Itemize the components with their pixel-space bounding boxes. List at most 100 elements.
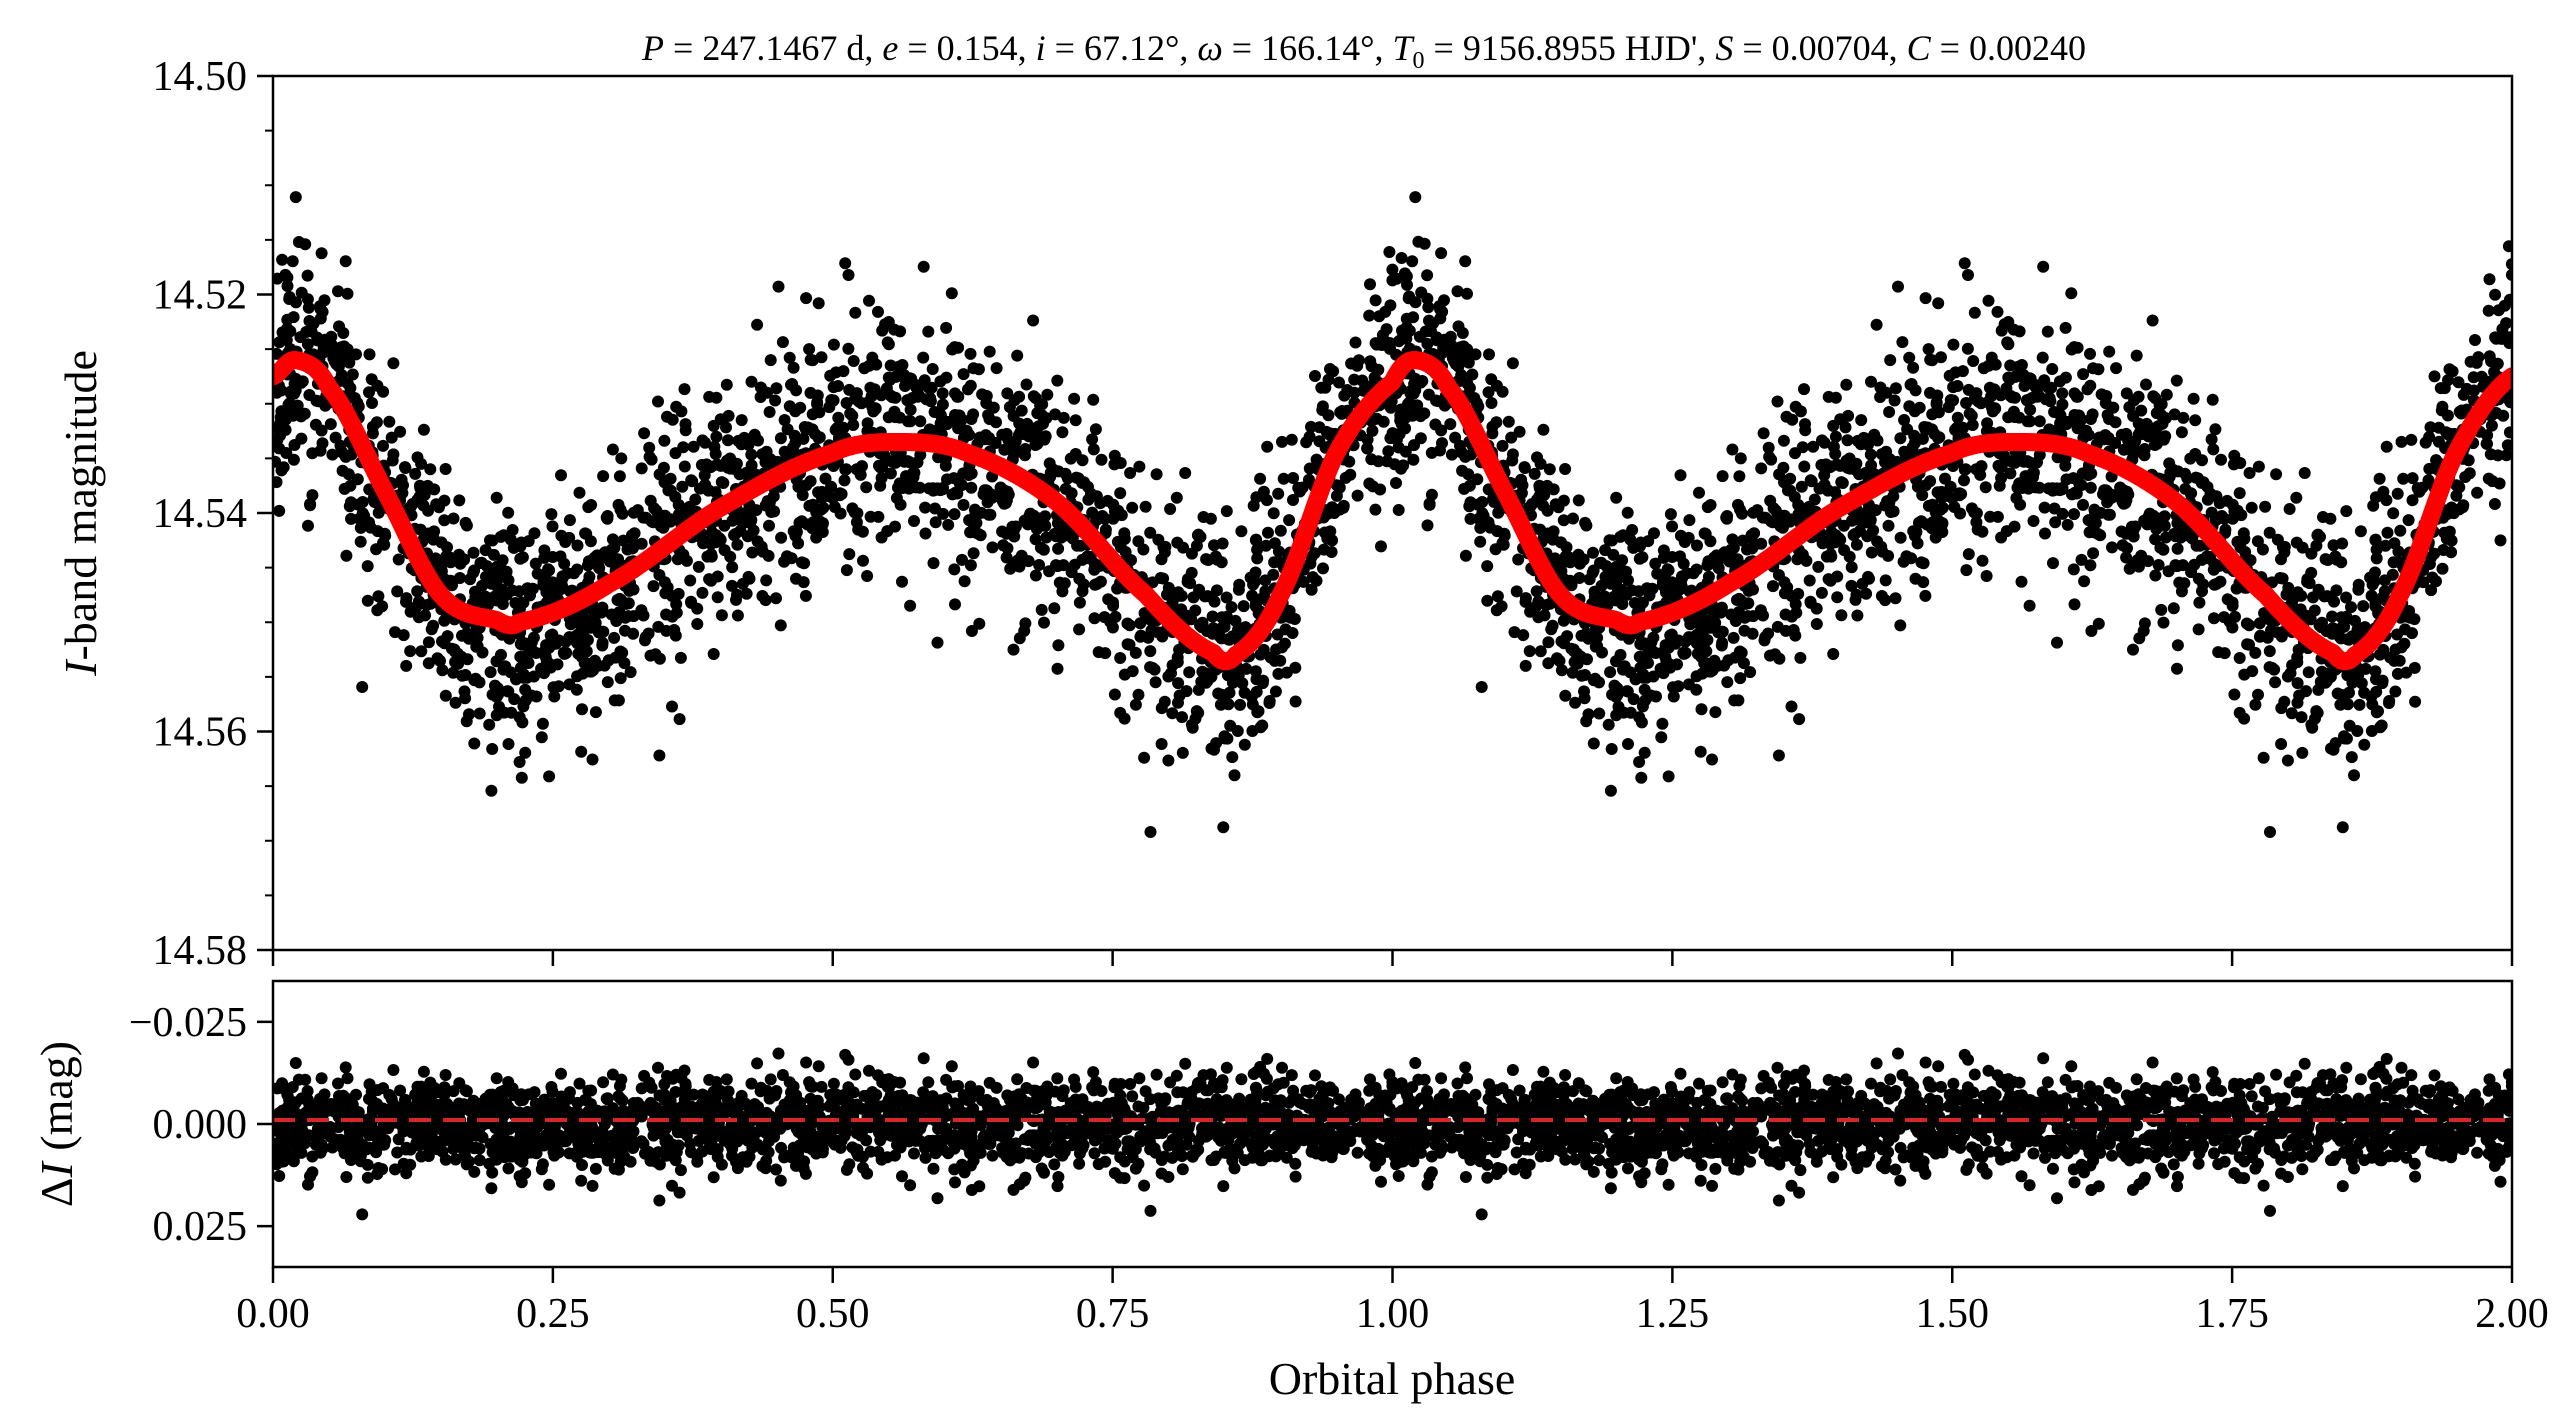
data-point (759, 594, 772, 607)
data-point (1132, 688, 1145, 701)
data-point (1322, 409, 1335, 422)
data-point (964, 379, 977, 392)
data-point (1510, 585, 1523, 598)
data-point (1958, 257, 1971, 270)
data-point (965, 625, 978, 637)
data-point (1614, 648, 1627, 661)
data-point (1082, 493, 1095, 506)
data-point (1640, 671, 1653, 684)
data-point (751, 318, 764, 331)
data-point (2497, 409, 2510, 422)
data-point (1372, 455, 1385, 468)
data-point (2398, 637, 2411, 650)
data-point (1506, 454, 1519, 467)
data-point (832, 411, 845, 424)
data-point (1827, 419, 1840, 432)
data-point (1224, 719, 1237, 732)
data-point (1757, 609, 1769, 622)
data-point (1486, 427, 1499, 440)
data-point (2070, 390, 2083, 403)
data-point (1413, 330, 1426, 343)
data-point (1537, 423, 1550, 436)
data-point (1118, 527, 1131, 540)
data-point (2275, 553, 2287, 566)
data-point (908, 515, 920, 527)
data-point (2046, 363, 2059, 375)
data-point (439, 463, 452, 475)
data-point (1144, 526, 1157, 539)
data-point (1706, 664, 1719, 677)
data-point (1212, 687, 1225, 700)
data-point (295, 376, 308, 389)
data-point (2319, 553, 2332, 566)
data-point (696, 586, 709, 599)
data-point (1932, 406, 1945, 419)
data-point (676, 480, 689, 493)
data-point (1263, 695, 1276, 707)
data-point (1086, 433, 1099, 446)
data-point (337, 327, 350, 339)
data-point (2036, 351, 2049, 364)
data-point (967, 547, 980, 560)
data-point (584, 621, 597, 634)
data-point (1035, 603, 1048, 616)
data-point (1960, 397, 1973, 409)
data-point (1692, 617, 1705, 630)
data-point (2463, 467, 2476, 480)
data-point (436, 664, 449, 677)
residual-point (1285, 1069, 1298, 1082)
data-point (1171, 589, 1184, 602)
data-point (1269, 685, 1282, 698)
data-point (1824, 537, 1837, 550)
data-point (412, 611, 425, 624)
data-point (1086, 506, 1099, 519)
data-point (2201, 480, 2214, 493)
data-point (952, 422, 965, 435)
data-point (1107, 596, 1119, 609)
data-point (1040, 531, 1053, 544)
data-point (1183, 666, 1196, 679)
residual-point (2354, 1073, 2367, 1086)
data-point (1943, 369, 1956, 382)
data-point (759, 499, 772, 512)
data-point (315, 247, 328, 260)
data-point (1051, 560, 1064, 573)
data-point (643, 450, 656, 463)
residual-point (800, 1056, 813, 1069)
data-point (778, 555, 791, 568)
data-point (2171, 662, 2183, 675)
data-point (2205, 433, 2218, 446)
data-point (421, 479, 434, 492)
data-point (842, 269, 855, 281)
data-point (1267, 507, 1280, 520)
data-point (622, 610, 635, 623)
data-point (1431, 395, 1444, 408)
data-point (1052, 542, 1065, 555)
data-point (1261, 440, 1274, 453)
data-point (2387, 507, 2400, 520)
data-point (2388, 654, 2401, 667)
data-point (2152, 559, 2165, 571)
data-point (947, 472, 960, 485)
data-point (2445, 534, 2458, 547)
data-point (912, 381, 924, 394)
data-point (1701, 501, 1714, 514)
data-point (1612, 584, 1625, 597)
data-point (863, 294, 875, 307)
data-point (1769, 648, 1781, 661)
data-point (459, 669, 472, 681)
data-point (730, 593, 742, 606)
data-point (2008, 520, 2021, 533)
data-point (1015, 549, 1028, 562)
data-point (1704, 621, 1717, 634)
data-point (2037, 260, 2050, 273)
data-point (2103, 345, 2116, 358)
data-point (2088, 503, 2101, 516)
data-point (1897, 555, 1910, 568)
data-point (1166, 707, 1179, 720)
title-i-value: = 67.12°, (1046, 28, 1198, 68)
data-point (1380, 323, 1393, 336)
data-point (1733, 645, 1746, 658)
data-point (1635, 771, 1648, 784)
data-point (731, 609, 744, 622)
